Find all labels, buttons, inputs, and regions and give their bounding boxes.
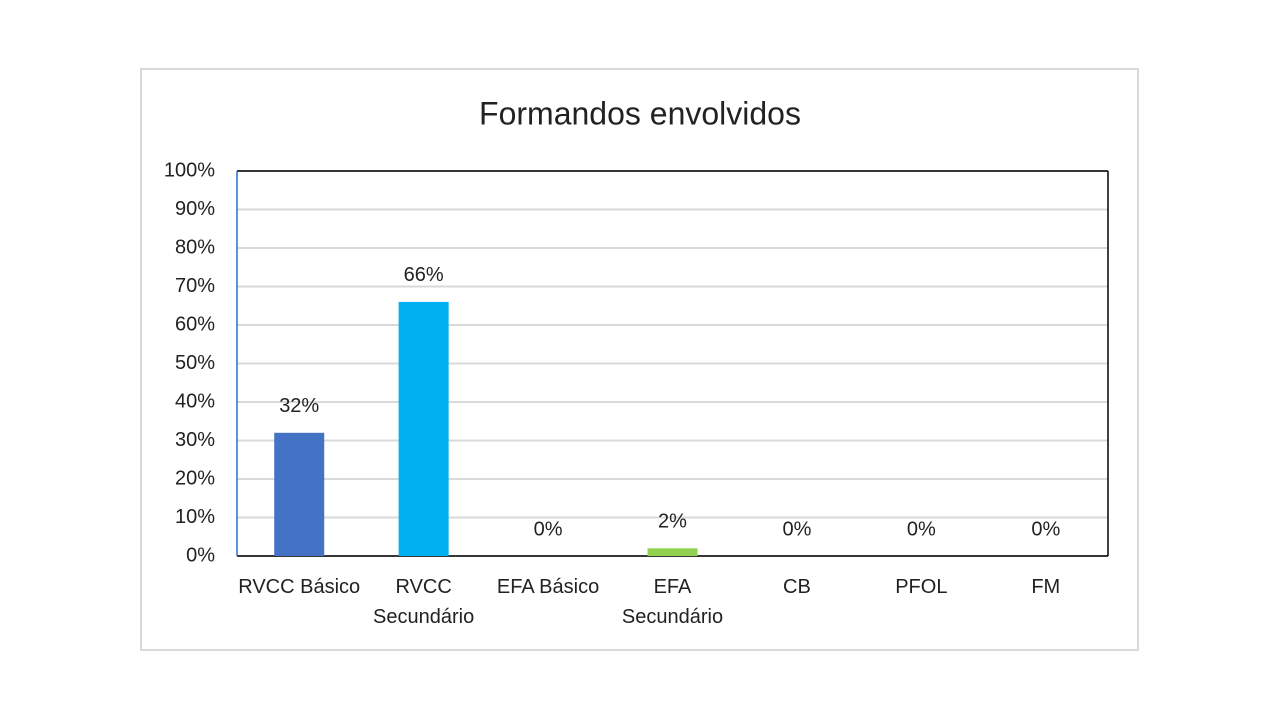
x-tick-label: FM: [1031, 576, 1061, 598]
data-label: 0%: [907, 518, 936, 540]
y-tick-label: 100%: [164, 159, 215, 181]
data-label: 0%: [782, 518, 811, 540]
data-label: 2%: [658, 511, 687, 533]
x-tick-label: RVCC Básico: [238, 576, 361, 598]
data-label: 32%: [279, 395, 319, 417]
bar: [398, 301, 449, 556]
y-tick-label: 50%: [175, 352, 215, 374]
y-tick-label: 30%: [175, 429, 215, 451]
bar: [274, 432, 325, 556]
x-tick-label: EFA Secundário: [621, 576, 724, 628]
y-tick-label: 60%: [175, 313, 215, 335]
data-label: 66%: [404, 264, 444, 286]
data-label: 0%: [534, 518, 563, 540]
x-tick-label: RVCC Secundário: [373, 576, 475, 628]
y-tick-label: 20%: [175, 467, 215, 489]
bar: [647, 548, 698, 556]
x-tick-label: EFA Básico: [496, 576, 600, 598]
data-label: 0%: [1031, 518, 1060, 540]
y-tick-label: 80%: [175, 236, 215, 258]
y-tick-label: 70%: [175, 275, 215, 297]
y-tick-label: 10%: [175, 506, 215, 528]
x-tick-label: PFOL: [895, 576, 948, 598]
y-tick-label: 0%: [186, 544, 215, 566]
x-tick-label: CB: [783, 576, 811, 598]
chart-title: Formandos envolvidos: [479, 95, 801, 131]
y-tick-label: 90%: [175, 198, 215, 220]
y-tick-label: 40%: [175, 390, 215, 412]
chart-frame: [140, 68, 1139, 651]
